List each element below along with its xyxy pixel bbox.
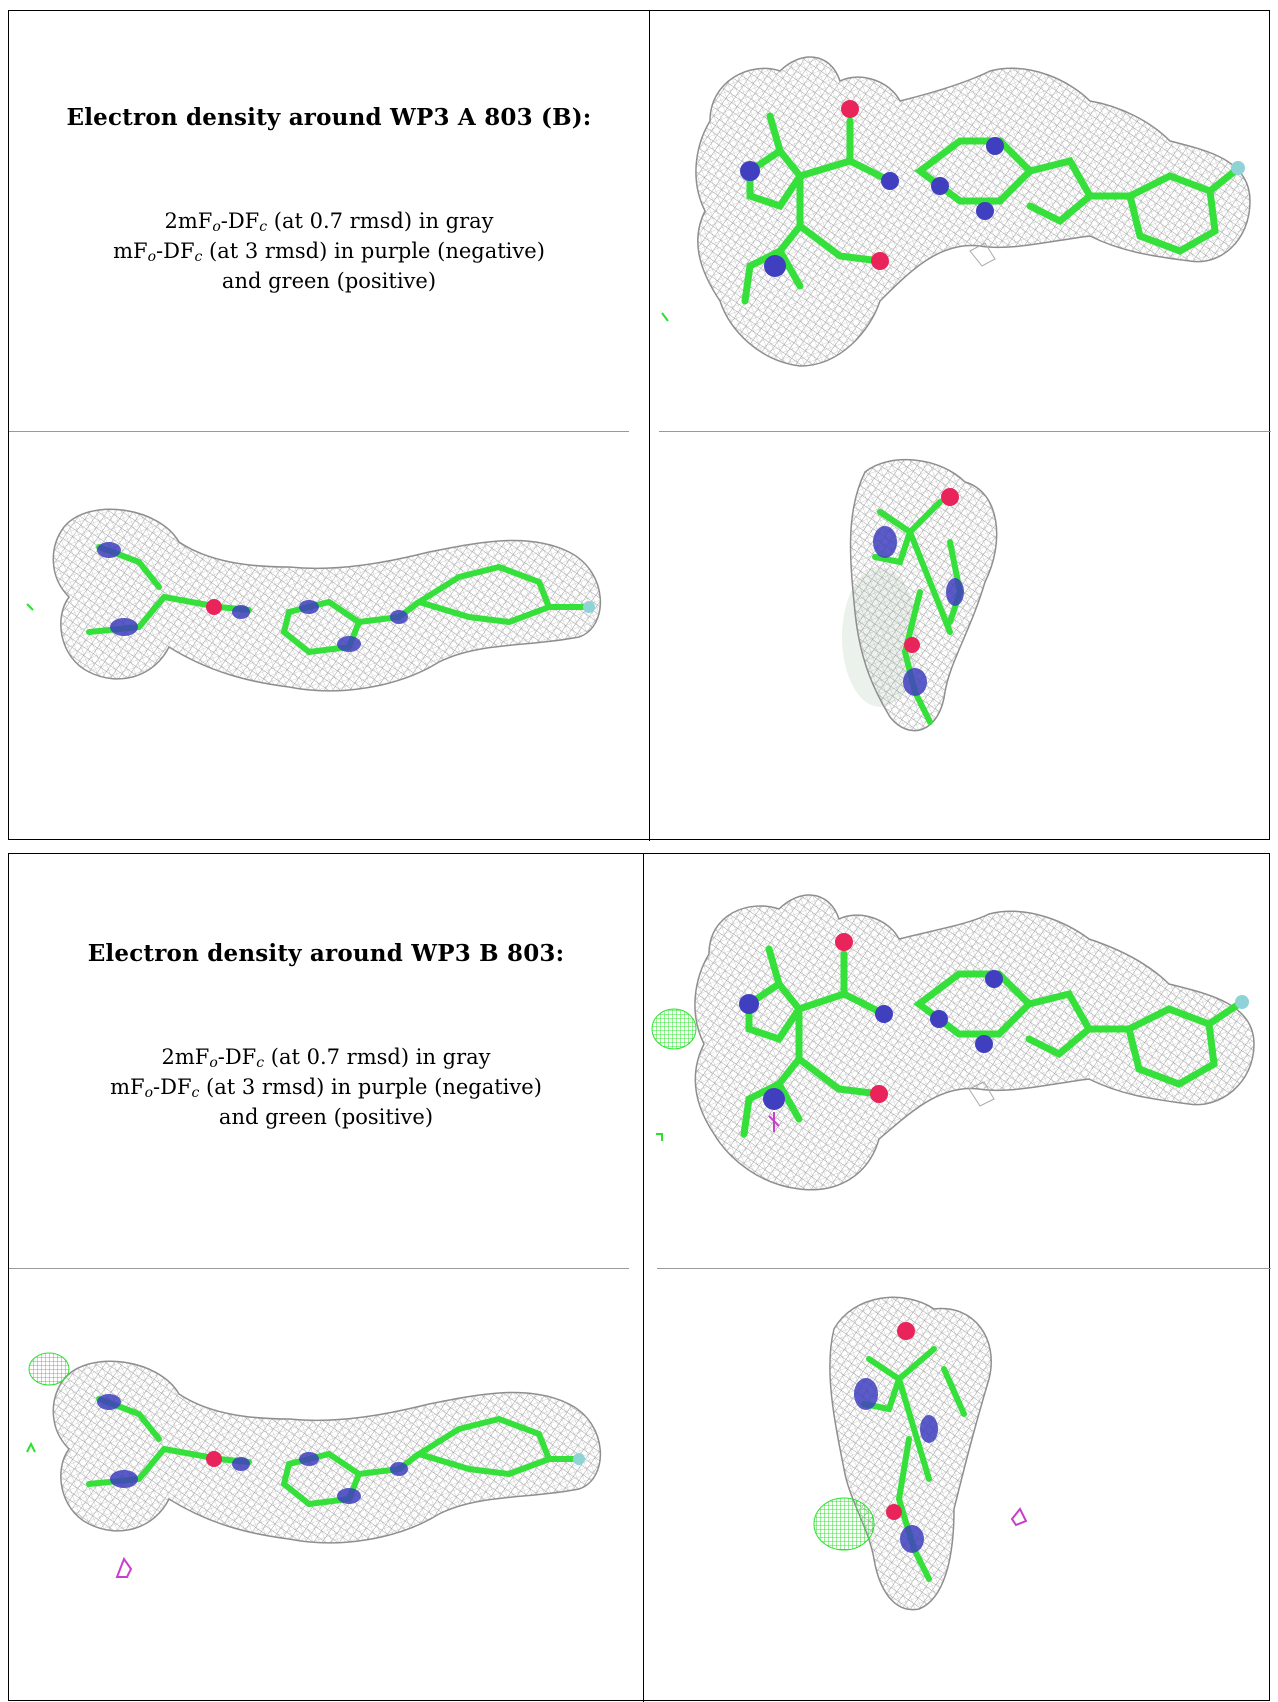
legend-line-diff-map: mFo-DFc (at 3 rmsd) in purple (negative) xyxy=(113,239,545,265)
legend-line-gray-map: 2mFo-DFc (at 0.7 rmsd) in gray xyxy=(164,209,494,235)
legend-line-gray-map: 2mFo-DFc (at 0.7 rmsd) in gray xyxy=(161,1045,491,1071)
legend-cell: Electron density around WP3 A 803 (B): 2… xyxy=(9,11,649,431)
legend-line-diff-map: mFo-DFc (at 3 rmsd) in purple (negative) xyxy=(110,1075,542,1101)
panel-title: Electron density around WP3 A 803 (B): xyxy=(66,104,592,131)
legend-text: 2mFo-DFc (at 0.7 rmsd) in gray mFo-DFc (… xyxy=(110,1042,542,1132)
legend-line-positive: and green (positive) xyxy=(221,269,437,293)
density-view-side xyxy=(9,432,649,841)
density-view-end xyxy=(650,432,1271,841)
density-view-front xyxy=(650,11,1271,431)
density-view-side xyxy=(9,1269,643,1702)
figure-panel-b: Electron density around WP3 B 803: 2mFo-… xyxy=(8,853,1271,1702)
density-view-end xyxy=(644,1269,1271,1702)
panel-title: Electron density around WP3 B 803: xyxy=(87,940,565,967)
density-view-front xyxy=(644,854,1271,1268)
legend-text: 2mFo-DFc (at 0.7 rmsd) in gray mFo-DFc (… xyxy=(113,206,545,296)
legend-cell: Electron density around WP3 B 803: 2mFo-… xyxy=(9,854,643,1268)
legend-line-positive: and green (positive) xyxy=(218,1105,434,1129)
figure-panel-a: Electron density around WP3 A 803 (B): 2… xyxy=(8,10,1271,841)
